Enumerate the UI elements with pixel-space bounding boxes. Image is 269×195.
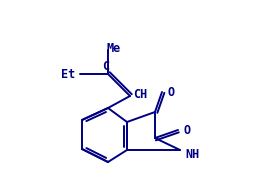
Text: O: O: [183, 124, 190, 137]
Text: CH: CH: [133, 89, 147, 102]
Text: C: C: [102, 59, 109, 73]
Text: NH: NH: [185, 147, 199, 160]
Text: O: O: [167, 87, 175, 99]
Text: Me: Me: [107, 43, 121, 56]
Text: Et: Et: [61, 68, 75, 82]
